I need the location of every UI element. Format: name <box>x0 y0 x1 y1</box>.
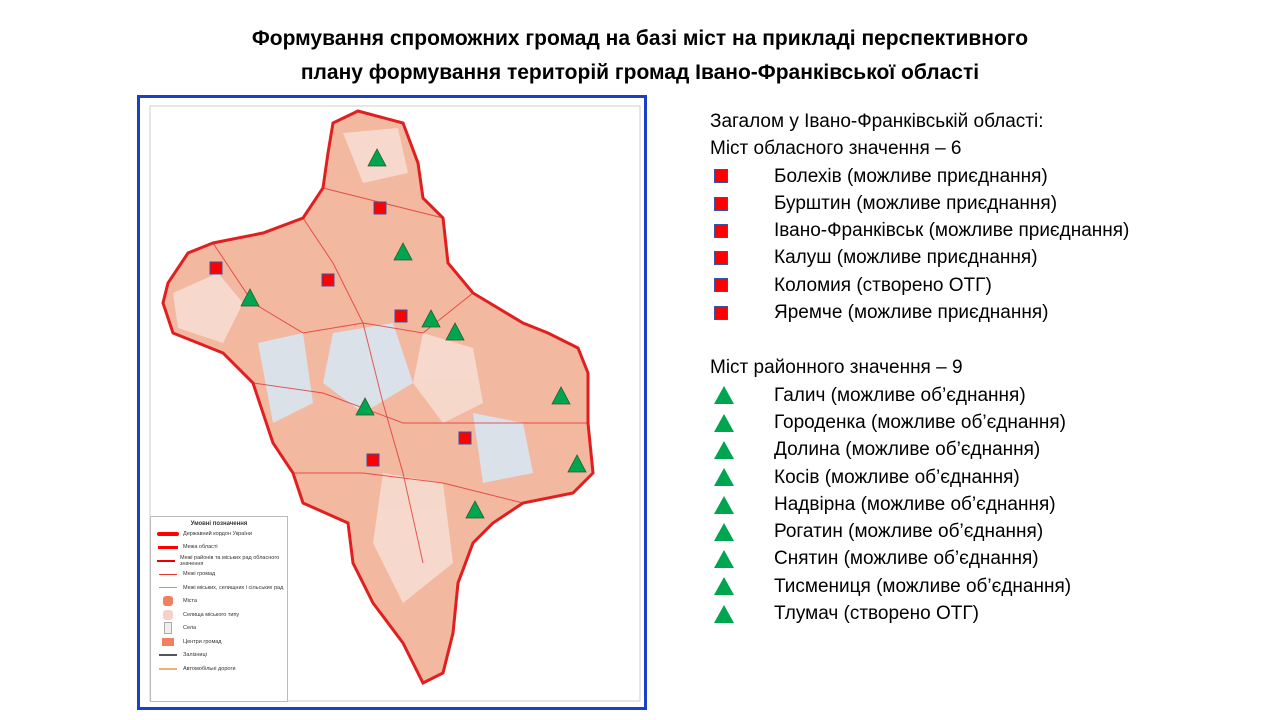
oblast-city-marker <box>321 273 335 287</box>
district-city-marker <box>393 242 413 261</box>
summary-heading: Загалом у Івано-Франківській області: <box>710 111 1044 132</box>
list-item: Галич (можливе об’єднання) <box>710 382 1129 409</box>
list-item: Бурштин (можливе приєднання) <box>710 190 1129 217</box>
list-item: Калуш (можливе приєднання) <box>710 244 1129 271</box>
list-item: Косів (можливе об’єднання) <box>710 464 1129 491</box>
list-item: Городенка (можливе об’єднання) <box>710 409 1129 436</box>
district-city-marker <box>355 397 375 416</box>
district-city-marker <box>567 454 587 473</box>
district-city-marker <box>240 288 260 307</box>
green-triangle-icon <box>714 604 734 623</box>
oblast-city-marker <box>394 309 408 323</box>
green-triangle-icon <box>714 386 734 405</box>
district-cities-heading: Міст районного значення – 9 <box>710 357 963 379</box>
red-square-icon <box>714 251 728 266</box>
green-triangle-icon <box>714 440 734 459</box>
list-item: Івано-Франківськ (можливе приєднання) <box>710 217 1129 244</box>
oblast-cities-heading: Міст обласного значення – 6 <box>710 138 962 160</box>
list-item: Надвірна (можливе об’єднання) <box>710 491 1129 518</box>
map-legend: Умовні позначення Державний кордон Украї… <box>150 516 288 702</box>
green-triangle-icon <box>714 522 734 541</box>
red-square-icon <box>714 278 728 293</box>
list-item: Долина (можливе об’єднання) <box>710 436 1129 463</box>
red-square-icon <box>714 305 728 320</box>
oblast-city-marker <box>373 201 387 215</box>
list-item: Болехів (можливе приєднання) <box>710 163 1129 190</box>
oblast-city-marker <box>209 261 223 275</box>
list-item: Яремче (можливе приєднання) <box>710 299 1129 326</box>
region-map: Умовні позначення Державний кордон Украї… <box>137 95 647 710</box>
red-square-icon <box>714 169 728 184</box>
oblast-city-markers <box>209 201 472 467</box>
list-item: Снятин (можливе об’єднання) <box>710 545 1129 572</box>
list-item: Коломия (створено ОТГ) <box>710 272 1129 299</box>
district-city-marker <box>445 322 465 341</box>
slide-title: Формування спроможних громад на базі міс… <box>251 27 1029 84</box>
green-triangle-icon <box>714 413 734 432</box>
summary-panel: Загалом у Івано-Франківській області: Мі… <box>710 108 1129 627</box>
oblast-city-marker <box>366 453 380 467</box>
district-city-marker <box>367 148 387 167</box>
red-square-icon <box>714 223 728 238</box>
list-item: Тисмениця (можливе об’єднання) <box>710 573 1129 600</box>
district-city-marker <box>421 309 441 328</box>
list-item: Рогатин (можливе об’єднання) <box>710 518 1129 545</box>
list-item: Тлумач (створено ОТГ) <box>710 600 1129 627</box>
green-triangle-icon <box>714 577 734 596</box>
district-city-markers <box>240 148 587 519</box>
district-city-marker <box>551 386 571 405</box>
green-triangle-icon <box>714 550 734 569</box>
oblast-city-marker <box>458 431 472 445</box>
red-square-icon <box>714 196 728 211</box>
green-triangle-icon <box>714 468 734 487</box>
green-triangle-icon <box>714 495 734 514</box>
district-city-marker <box>465 500 485 519</box>
